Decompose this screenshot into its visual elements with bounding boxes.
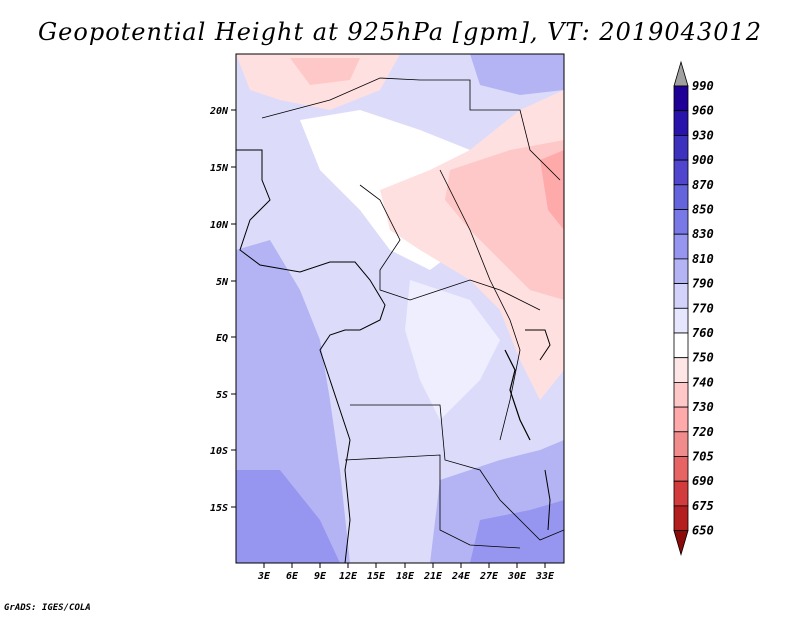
west-coastline	[236, 149, 386, 563]
colorbar-label: 990	[692, 79, 714, 93]
colorbar-label: 850	[692, 203, 714, 217]
map-frame	[235, 53, 565, 564]
colorbar-top-triangle	[673, 60, 689, 87]
colorbar-swatch	[673, 332, 689, 359]
colorbar-swatch	[673, 307, 689, 334]
colorbar-label: 650	[692, 524, 714, 538]
lon-label-21e: 21E	[423, 571, 443, 582]
lon-label-15e: 15E	[367, 571, 386, 582]
colorbar-swatch	[673, 258, 689, 284]
east-borders	[439, 169, 521, 441]
field-blue-se-deep	[470, 500, 564, 563]
lat-label-15s: 15S	[210, 503, 228, 514]
lon-label-24e: 24E	[451, 571, 471, 582]
lon-label-9e: 9E	[314, 571, 327, 582]
colorbar-label: 960	[692, 104, 714, 118]
colorbar-swatch	[673, 357, 689, 383]
lon-label-3e: 3E	[257, 571, 271, 582]
colorbar-label: 720	[692, 425, 714, 439]
colorbar-label: 770	[692, 301, 714, 315]
namibia-borders	[344, 454, 521, 549]
lat-axis: 20N 15N 10N 5N EQ 5S 10S 15S	[209, 106, 236, 514]
colorbar-swatch	[673, 381, 689, 408]
colorbar-label: 760	[692, 326, 714, 340]
colorbar-swatch	[673, 159, 689, 186]
field-pink-top-core	[290, 58, 360, 85]
colorbar: 990 960 930 900 870 850 830 810 790 770 760 750 740 7…	[673, 60, 714, 557]
colorbar-swatch	[673, 134, 689, 161]
angola-zambia-borders	[350, 404, 564, 541]
lake-malawi	[544, 469, 551, 531]
colorbar-label: 830	[692, 227, 714, 241]
colorbar-label: 690	[692, 474, 714, 488]
lon-label-12e: 12E	[339, 571, 358, 582]
colorbar-label: 900	[692, 153, 714, 167]
lat-label-10n: 10N	[210, 220, 229, 231]
lake-tanganyika	[504, 349, 531, 441]
colorbar-swatch	[673, 233, 689, 260]
colorbar-swatch	[673, 209, 689, 235]
colorbar-swatch	[673, 184, 689, 210]
lat-label-eq: EQ	[216, 333, 228, 344]
colorbar-label: 740	[692, 375, 714, 389]
colorbar-label: 930	[692, 128, 714, 142]
colorbar-swatch	[673, 480, 689, 507]
central-borders	[359, 184, 541, 311]
colorbar-bottom-triangle	[673, 530, 689, 557]
field-atlantic-deep	[236, 470, 340, 563]
colorbar-label: 730	[692, 400, 714, 414]
grads-credit: GrADS: IGES/COLA	[4, 603, 91, 613]
field-light-congo	[405, 280, 500, 420]
colorbar-label: 750	[692, 351, 714, 365]
lat-label-10s: 10S	[210, 446, 228, 457]
chart-title: Geopotential Height at 925hPa [gpm], VT:…	[38, 18, 762, 46]
colorbar-label: 790	[692, 277, 714, 291]
colorbar-swatch	[673, 505, 689, 531]
lat-label-15n: 15N	[210, 163, 229, 174]
colorbar-swatch	[673, 431, 689, 457]
lake-victoria	[525, 329, 551, 361]
sahel-borders	[261, 77, 561, 181]
lon-label-27e: 27E	[479, 571, 499, 582]
colorbar-label: 705	[692, 450, 714, 464]
colorbar-swatch	[673, 85, 689, 112]
colorbar-label: 810	[692, 252, 714, 266]
field-blue-ne	[470, 54, 564, 95]
colorbar-swatch	[673, 406, 689, 433]
colorbar-label: 675	[692, 499, 714, 513]
lat-label-20n: 20N	[209, 106, 229, 117]
colorbar-swatch	[673, 456, 689, 482]
lon-label-6e: 6E	[286, 571, 299, 582]
colorbar-swatch	[673, 110, 689, 136]
field-pink-east-max	[540, 150, 564, 230]
lon-label-30e: 30E	[507, 571, 527, 582]
colorbar-swatch	[673, 283, 689, 309]
lon-axis: 3E 6E 9E 12E 15E 18E 21E 24E 27E 30E 33E	[257, 563, 555, 582]
lon-label-33e: 33E	[535, 571, 555, 582]
height-field	[236, 54, 564, 563]
lat-label-5s: 5S	[216, 390, 228, 401]
colorbar-label: 870	[692, 178, 714, 192]
lat-label-5n: 5N	[216, 277, 229, 288]
lon-label-18e: 18E	[396, 571, 415, 582]
field-pink-east-core	[445, 140, 564, 300]
